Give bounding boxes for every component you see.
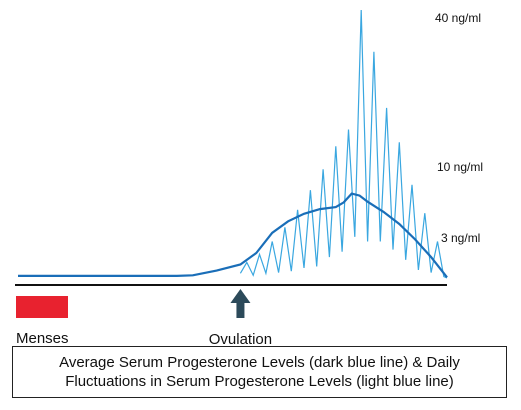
series-average-levels-line	[18, 192, 448, 278]
caption-line-2: Fluctuations in Serum Progesterone Level…	[65, 373, 454, 390]
ovulation-label: Ovulation	[209, 331, 272, 348]
menses-bar	[16, 296, 68, 318]
y-tick-label-40: 40 ng/ml	[435, 11, 481, 25]
series-daily-fluctuations-line	[239, 9, 448, 279]
y-tick-label-3: 3 ng/ml	[441, 231, 480, 245]
caption-line-1: Average Serum Progesterone Levels (dark …	[59, 354, 460, 371]
ovulation-arrow-icon	[230, 289, 251, 318]
y-tick-label-10: 10 ng/ml	[437, 160, 483, 174]
chart-caption: Average Serum Progesterone Levels (dark …	[12, 346, 507, 398]
menses-label: Menses	[16, 330, 69, 347]
